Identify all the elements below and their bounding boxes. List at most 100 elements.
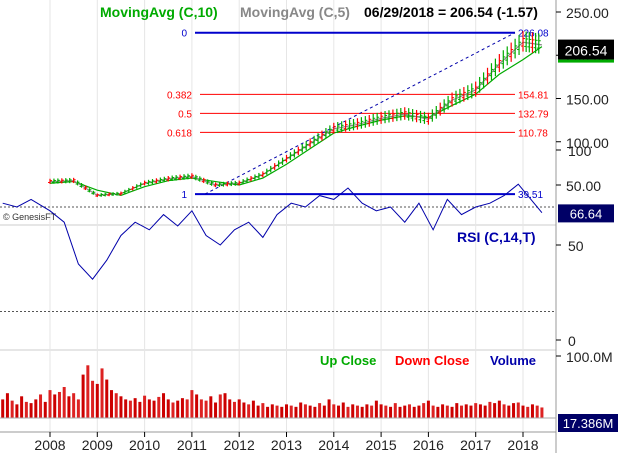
volume-bar <box>535 405 539 418</box>
volume-bar <box>223 393 227 418</box>
price-tick-label: 150.00 <box>566 92 609 108</box>
volume-bar <box>530 404 534 418</box>
volume-bar <box>445 405 449 418</box>
volume-bar <box>214 402 218 418</box>
volume-bar <box>474 403 478 418</box>
volume-bar <box>360 406 364 418</box>
volume-bar <box>417 405 421 418</box>
volume-bar <box>204 400 208 418</box>
x-tick-label: 2010 <box>129 437 160 453</box>
rsi-last-box <box>558 204 614 223</box>
volume-bar <box>20 396 24 418</box>
price-tick-label: 50.00 <box>566 178 601 194</box>
volume-bar <box>190 390 194 418</box>
volume-bar <box>322 405 326 418</box>
volume-bar <box>143 395 147 418</box>
volume-bar <box>43 401 47 418</box>
volume-bar <box>313 406 317 418</box>
volume-bar <box>232 401 236 418</box>
volume-bar <box>199 399 203 418</box>
last-price-underline <box>558 59 614 63</box>
volume-bar <box>384 405 388 418</box>
volume-bar <box>242 402 246 418</box>
volume-bar <box>62 387 66 418</box>
volume-bar <box>124 399 128 418</box>
rsi-tick-label: 100 <box>568 143 592 159</box>
x-tick-label: 2012 <box>224 437 255 453</box>
fib-value-label: 110.78 <box>518 128 548 139</box>
volume-last-box <box>558 414 618 432</box>
volume-bar <box>256 405 260 418</box>
fib-ratio-label: 0 <box>181 29 187 40</box>
volume-bar <box>157 396 161 418</box>
volume-bar <box>171 402 175 418</box>
volume-bar <box>450 406 454 418</box>
volume-legend-item: Volume <box>490 353 536 368</box>
volume-bar <box>34 399 38 418</box>
fib-value-label: 154.81 <box>518 90 549 101</box>
volume-bar <box>152 400 156 418</box>
volume-bar <box>15 404 19 418</box>
rsi-tick-label: 50 <box>568 238 584 254</box>
volume-bar <box>370 405 374 418</box>
volume-bar <box>464 404 468 418</box>
volume-bar <box>72 393 76 418</box>
volume-bar <box>483 405 487 418</box>
x-tick-label: 2009 <box>82 437 113 453</box>
volume-bar <box>374 400 378 418</box>
volume-bar <box>76 399 80 418</box>
volume-bar <box>488 401 492 418</box>
volume-bar <box>507 405 511 418</box>
ma10-legend: MovingAvg (C,10) <box>100 4 218 20</box>
last-price-label: 206.54 <box>565 43 608 59</box>
volume-bar <box>119 396 123 418</box>
volume-legend-item: Up Close <box>320 353 376 368</box>
rsi-last-label: 66.64 <box>570 206 603 221</box>
last-price-box <box>558 39 614 60</box>
x-tick-label: 2013 <box>271 437 302 453</box>
volume-bar <box>95 383 99 418</box>
fib-ratio-label: 1 <box>181 190 187 201</box>
volume-bar <box>426 400 430 418</box>
volume-bar <box>407 404 411 418</box>
x-tick-label: 2016 <box>413 437 444 453</box>
volume-bar <box>48 390 52 418</box>
volume-bar <box>512 403 516 418</box>
volume-bar <box>365 404 369 418</box>
volume-bar <box>180 398 184 418</box>
price-tick-label: 100.00 <box>566 135 609 151</box>
volume-bar <box>209 396 213 418</box>
volume-bar <box>422 403 426 418</box>
x-tick-label: 2017 <box>460 437 491 453</box>
volume-bar <box>412 406 416 418</box>
fib-value-label: 132.79 <box>518 109 549 120</box>
fib-value-label: 39.51 <box>518 190 543 201</box>
volume-bar <box>67 396 71 418</box>
volume-bar <box>460 405 464 418</box>
volume-bar <box>39 394 43 418</box>
volume-bar <box>332 404 336 418</box>
volume-bar <box>138 401 142 418</box>
volume-bar <box>114 393 118 418</box>
volume-bar <box>128 400 132 418</box>
volume-bar <box>261 403 265 418</box>
volume-bar <box>53 394 57 418</box>
ma10-line <box>49 46 543 197</box>
volume-bar <box>10 400 14 418</box>
volume-bar <box>81 374 85 418</box>
ma5-line <box>49 41 543 196</box>
volume-bar <box>398 406 402 418</box>
volume-bar <box>393 403 397 418</box>
x-tick-label: 2011 <box>177 437 207 453</box>
volume-bar <box>355 405 359 418</box>
volume-bar <box>57 391 61 418</box>
fib-ratio-label: 0.382 <box>167 90 192 101</box>
x-tick-label: 2014 <box>318 437 349 453</box>
volume-bar <box>266 406 270 418</box>
price-readout: 06/29/2018 = 206.54 (-1.57) <box>364 4 538 20</box>
volume-bar <box>493 403 497 418</box>
volume-bar <box>431 405 435 418</box>
volume-bar <box>251 400 255 418</box>
